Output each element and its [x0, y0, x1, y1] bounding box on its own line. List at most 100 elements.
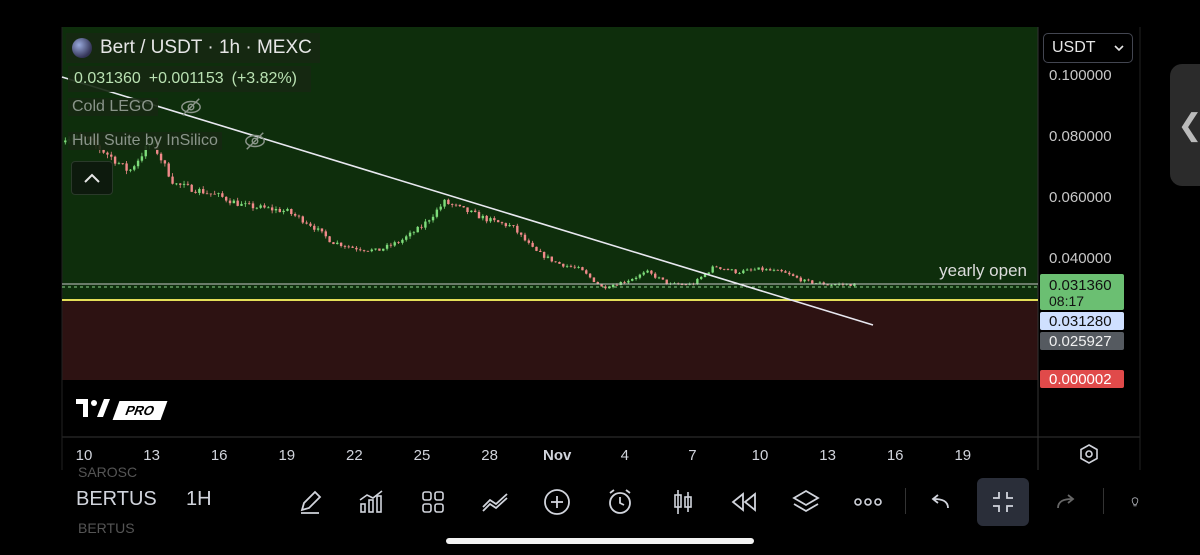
candle-body: [366, 250, 370, 252]
home-indicator[interactable]: [446, 538, 754, 544]
symbol-title-bar[interactable]: Bert / USDT · 1h · MEXC: [66, 33, 320, 63]
layout-grid-icon[interactable]: [413, 482, 453, 522]
candle-body: [397, 242, 400, 244]
candle-body: [159, 153, 163, 161]
x-tick-label: 7: [688, 447, 696, 464]
candle-body: [385, 244, 389, 249]
indicator-row[interactable]: Cold LEGO: [68, 94, 202, 120]
candle-body: [378, 248, 381, 251]
candle-body: [408, 232, 412, 237]
symbol-picker[interactable]: BERTUS: [76, 488, 157, 510]
add-icon[interactable]: [537, 482, 577, 522]
level-tag-blue: [1040, 312, 1124, 330]
candle-body: [428, 220, 431, 222]
candle-body: [236, 200, 239, 206]
candle-body: [259, 205, 262, 208]
candle-body: [772, 269, 776, 271]
lightbulb-icon[interactable]: [1120, 482, 1140, 522]
candle-body: [745, 269, 749, 271]
candle-body: [765, 269, 768, 271]
currency-select[interactable]: USDT: [1043, 33, 1133, 63]
candle-body: [424, 221, 427, 228]
candle-body: [144, 146, 147, 157]
candle-body: [205, 193, 209, 195]
candle-body: [684, 284, 688, 286]
chart-settings-icon[interactable]: [1080, 444, 1098, 464]
candle-body: [493, 218, 496, 221]
side-panel-handle[interactable]: ❮: [1170, 64, 1200, 186]
candle-body: [320, 228, 324, 232]
candle-body: [581, 267, 584, 271]
level-tag-red: [1040, 370, 1124, 388]
candle-body: [696, 278, 699, 285]
candle-body: [753, 269, 757, 271]
replay-icon[interactable]: [724, 482, 764, 522]
candle-body: [133, 166, 136, 170]
candle-body: [780, 269, 783, 272]
candle-body: [504, 223, 508, 227]
candle-body: [270, 207, 274, 211]
candle-body: [849, 283, 852, 286]
candle-body: [611, 284, 615, 288]
trend-line[interactable]: [61, 76, 874, 326]
x-axis-ticks: 10 13 16 19 22 25 28 Nov 4 7 10 13 16 19: [76, 447, 971, 464]
tradingview-mark-icon: [76, 397, 110, 423]
y-tick-label: 0.040000: [1049, 250, 1112, 267]
compare-icon[interactable]: [475, 482, 515, 522]
timeframe-picker[interactable]: 1H: [186, 488, 212, 510]
candle-body: [405, 236, 408, 240]
candle-body: [240, 203, 243, 206]
candle-body: [577, 267, 580, 268]
more-icon[interactable]: [848, 482, 888, 522]
candle-body: [665, 279, 668, 284]
candle-body: [458, 204, 462, 207]
candle-body: [443, 199, 446, 207]
candle-body: [454, 204, 458, 206]
candle-body: [450, 204, 454, 205]
candle-body: [646, 270, 649, 273]
candle-body: [359, 249, 362, 251]
eye-off-icon[interactable]: [180, 96, 202, 118]
level-tag-grey-value: 0.025927: [1049, 333, 1112, 350]
candle-body: [439, 206, 442, 210]
candle-body: [202, 189, 205, 194]
candle-body: [286, 209, 289, 211]
candle-body: [470, 210, 473, 213]
candle-body: [588, 273, 592, 278]
candle-body: [623, 282, 626, 283]
price-summary: 0.031360 +0.001153 (+3.82%): [68, 66, 311, 92]
candle-body: [316, 228, 320, 230]
candles-icon[interactable]: [663, 482, 703, 522]
candle-body: [355, 247, 358, 250]
candle-body: [247, 203, 251, 205]
candle-body: [604, 286, 607, 289]
redo-icon[interactable]: [1046, 482, 1086, 522]
candle-body: [799, 277, 802, 282]
candle-body: [569, 265, 573, 267]
x-tick-label: 10: [76, 447, 93, 464]
candle-body: [163, 160, 167, 164]
indicator-label: Hull Suite by InSilico: [68, 132, 222, 150]
eye-off-icon[interactable]: [244, 130, 266, 152]
candle-body: [339, 242, 343, 246]
candle-body: [627, 280, 630, 283]
indicators-icon[interactable]: [351, 482, 391, 522]
chevron-down-icon: [1114, 45, 1124, 52]
alert-clock-icon[interactable]: [600, 482, 640, 522]
undo-icon[interactable]: [920, 482, 960, 522]
layers-icon[interactable]: [786, 482, 826, 522]
candle-body: [608, 287, 611, 289]
draw-pen-icon[interactable]: [290, 482, 330, 522]
candle-body: [251, 203, 255, 209]
indicator-row[interactable]: Hull Suite by InSilico: [68, 128, 266, 154]
candle-body: [412, 232, 416, 234]
candle-body: [263, 205, 266, 208]
candle-body: [182, 183, 186, 185]
collapse-legend-button[interactable]: [71, 161, 113, 195]
exit-fullscreen-icon[interactable]: [977, 478, 1029, 526]
candle-body: [121, 163, 124, 165]
candle-body: [125, 163, 128, 171]
candle-body: [179, 183, 182, 185]
candle-body: [332, 242, 335, 245]
